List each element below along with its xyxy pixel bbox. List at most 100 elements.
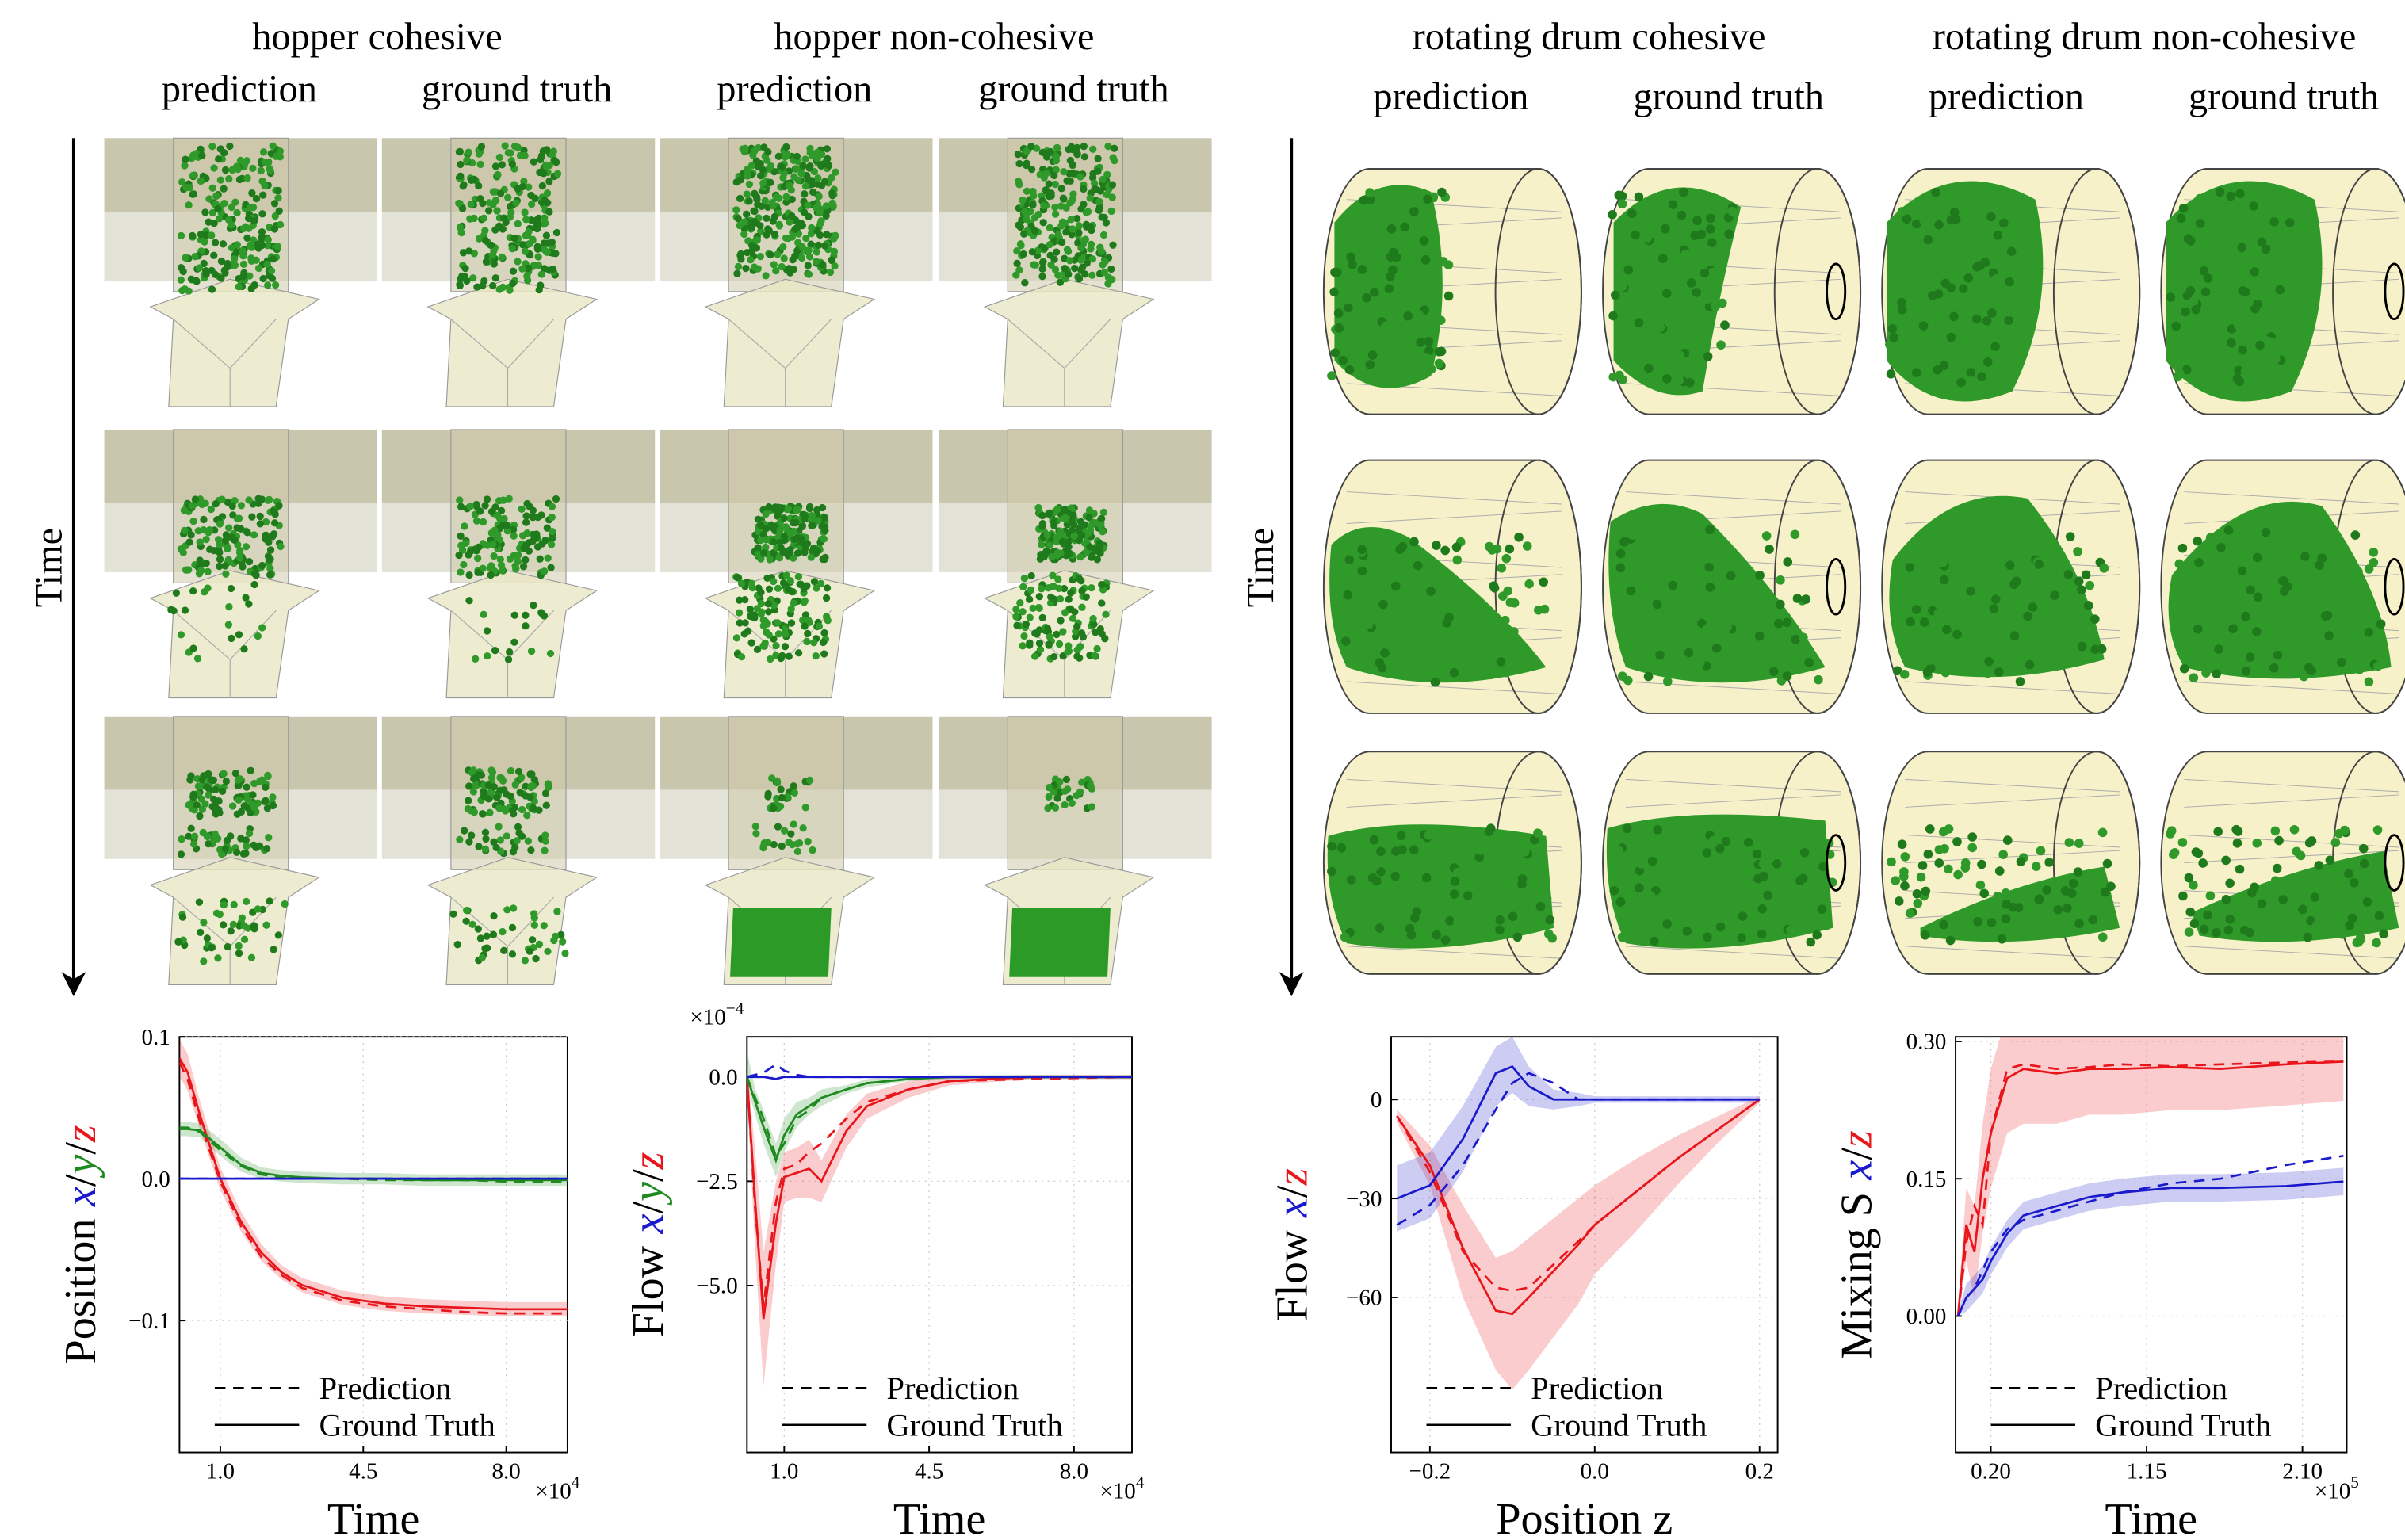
particle (197, 231, 205, 238)
particle (1921, 887, 1931, 896)
particle (793, 840, 801, 847)
particle (2195, 194, 2204, 204)
particle (2174, 560, 2184, 569)
particle (223, 778, 230, 785)
particle (1635, 318, 1644, 327)
particle (468, 921, 476, 928)
particle (1667, 834, 1677, 843)
particle (201, 588, 208, 595)
particle (787, 530, 794, 537)
particle (817, 580, 824, 587)
particle (2100, 564, 2109, 573)
particle (1967, 843, 1977, 853)
particle (222, 166, 229, 174)
particle (795, 649, 802, 656)
particle (792, 519, 799, 526)
particle (2171, 322, 2181, 331)
particle (201, 208, 208, 216)
particle (791, 252, 798, 259)
particle (2258, 899, 2267, 908)
particle (1031, 652, 1038, 659)
particle (1046, 510, 1053, 517)
particle (1520, 652, 1529, 662)
particle (1422, 873, 1432, 883)
particle (1444, 613, 1454, 622)
particle (1710, 866, 1719, 876)
particle (1900, 881, 1910, 891)
particle (505, 149, 512, 156)
particle (1052, 266, 1059, 273)
particle (182, 156, 189, 163)
particle (510, 639, 518, 646)
particle (1013, 247, 1020, 254)
particle (1727, 207, 1737, 216)
particle (2270, 827, 2280, 836)
particle (2258, 617, 2268, 626)
particle (270, 507, 277, 514)
particle (544, 948, 551, 955)
particle (237, 525, 244, 533)
particle (813, 248, 820, 255)
particle (208, 944, 215, 951)
particle (2235, 528, 2245, 537)
particle (471, 808, 478, 816)
particle (220, 149, 228, 156)
particle (2228, 293, 2238, 303)
particle (2290, 825, 2300, 835)
particle (220, 770, 227, 777)
particle (2277, 271, 2287, 281)
particle (2271, 354, 2281, 364)
particle (522, 512, 530, 519)
particle (2169, 850, 2178, 859)
particle (1917, 873, 1926, 882)
particle (778, 794, 786, 801)
particle (824, 584, 831, 591)
particle (1774, 619, 1784, 629)
particle (1352, 914, 1362, 923)
particle (499, 254, 506, 261)
particle (1370, 288, 1379, 297)
particle (806, 145, 813, 152)
particle (774, 619, 781, 626)
particle (1019, 583, 1027, 590)
particle (533, 534, 540, 541)
particle (217, 176, 224, 183)
particle (1077, 244, 1084, 251)
particle (1045, 640, 1052, 648)
particle (231, 198, 239, 205)
particle (783, 571, 790, 579)
particle (800, 824, 807, 831)
particle (764, 793, 771, 800)
particle (270, 143, 277, 150)
particle (801, 598, 808, 606)
x-tick-label: 8.0 (1060, 1458, 1088, 1484)
particle (1661, 224, 1670, 234)
particle (1107, 208, 1115, 215)
particle (1914, 594, 1924, 604)
particle (780, 514, 787, 522)
particle (1929, 536, 1939, 545)
particle (1053, 631, 1060, 638)
particle (204, 934, 211, 942)
particle (1703, 932, 1712, 942)
particle (511, 612, 518, 619)
particle (737, 176, 744, 183)
particle (1949, 312, 1959, 322)
particle (2206, 891, 2216, 900)
particle (2373, 825, 2383, 835)
particle (2073, 547, 2082, 556)
particle (2338, 604, 2347, 613)
particle (828, 189, 835, 197)
particle (1015, 221, 1022, 228)
particle (544, 189, 551, 197)
particle (1071, 265, 1078, 272)
particle (1395, 235, 1405, 245)
particle (2245, 353, 2254, 362)
particle (526, 793, 533, 801)
particle (2305, 655, 2315, 665)
particle (1662, 374, 1672, 384)
particle (2178, 892, 2188, 901)
particle (234, 515, 241, 522)
particle (509, 950, 516, 957)
particle (1060, 168, 1067, 175)
